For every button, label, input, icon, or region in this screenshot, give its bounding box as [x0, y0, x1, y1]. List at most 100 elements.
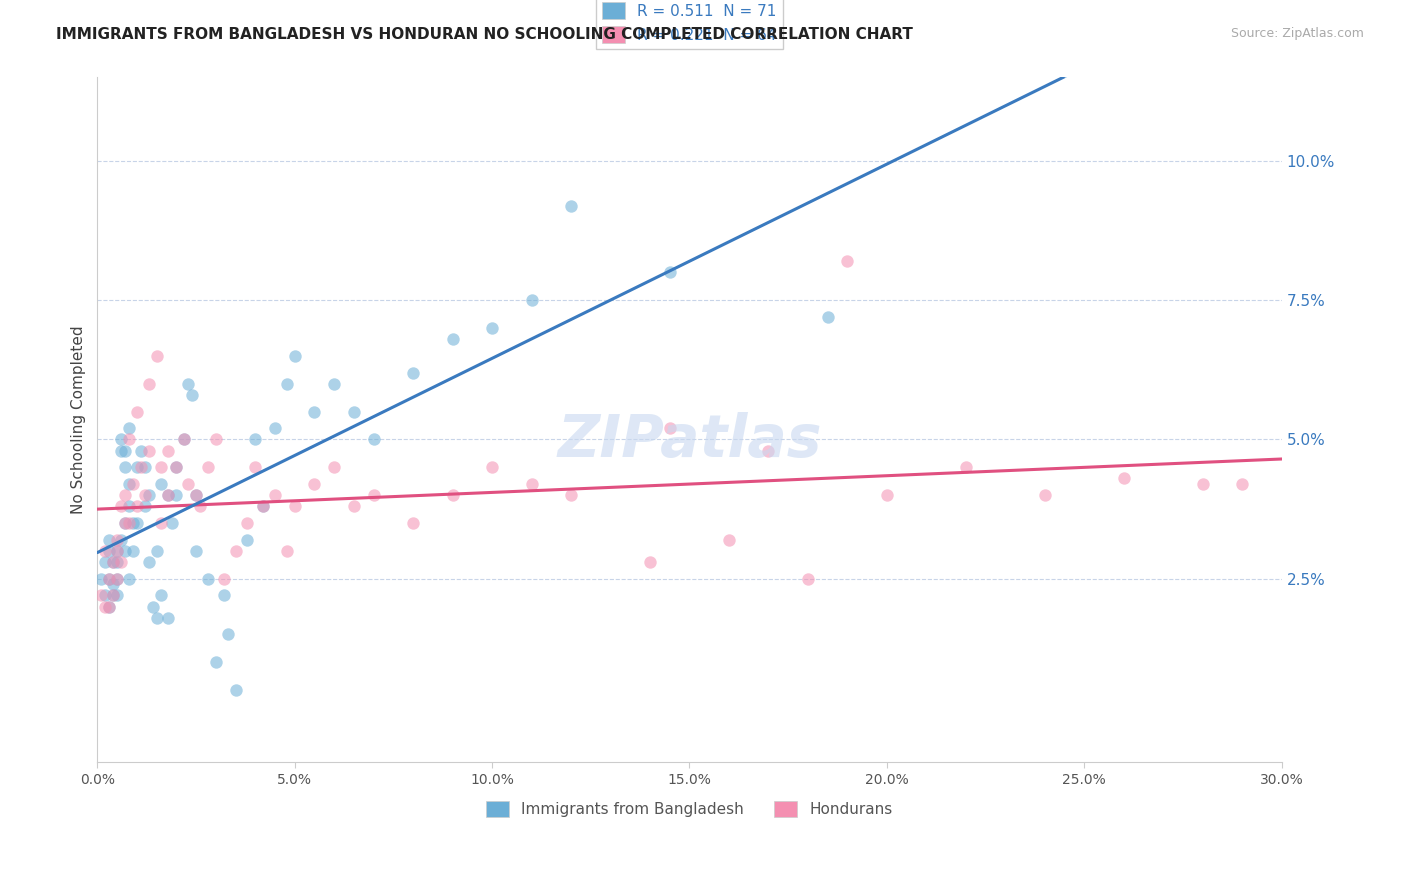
Point [122, 477, 145, 491]
Point [149, 460, 172, 475]
Point [105, 572, 128, 586]
Point [177, 376, 200, 391]
Point [149, 588, 172, 602]
Point [101, 555, 124, 569]
Text: Source: ZipAtlas.com: Source: ZipAtlas.com [1230, 27, 1364, 40]
Point [441, 488, 464, 502]
Point [134, 500, 156, 514]
Point [149, 477, 172, 491]
Point [157, 443, 180, 458]
Legend: Immigrants from Bangladesh, Hondurans: Immigrants from Bangladesh, Hondurans [479, 795, 898, 823]
Point [125, 500, 148, 514]
Point [101, 577, 124, 591]
Point [98, 572, 121, 586]
Point [165, 488, 187, 502]
Point [402, 516, 425, 530]
Point [212, 588, 235, 602]
Point [105, 533, 128, 547]
Point [114, 544, 136, 558]
Point [276, 376, 298, 391]
Point [101, 588, 124, 602]
Point [658, 421, 681, 435]
Point [245, 460, 267, 475]
Point [717, 533, 740, 547]
Text: IMMIGRANTS FROM BANGLADESH VS HONDURAN NO SCHOOLING COMPLETED CORRELATION CHART: IMMIGRANTS FROM BANGLADESH VS HONDURAN N… [56, 27, 912, 42]
Point [94, 544, 117, 558]
Point [138, 376, 160, 391]
Point [90, 572, 112, 586]
Point [177, 477, 200, 491]
Point [110, 433, 132, 447]
Point [145, 610, 167, 624]
Point [481, 460, 503, 475]
Point [797, 572, 820, 586]
Point [98, 544, 121, 558]
Point [114, 488, 136, 502]
Point [110, 555, 132, 569]
Point [138, 488, 160, 502]
Point [105, 588, 128, 602]
Point [184, 544, 207, 558]
Point [264, 488, 287, 502]
Y-axis label: No Schooling Completed: No Schooling Completed [72, 326, 86, 515]
Point [94, 588, 117, 602]
Point [1033, 488, 1056, 502]
Point [520, 293, 543, 308]
Point [118, 477, 141, 491]
Point [134, 488, 156, 502]
Point [165, 460, 187, 475]
Point [90, 588, 112, 602]
Point [276, 544, 298, 558]
Point [110, 500, 132, 514]
Point [134, 460, 156, 475]
Point [98, 599, 121, 614]
Point [142, 599, 165, 614]
Point [197, 460, 219, 475]
Point [181, 388, 204, 402]
Point [1191, 477, 1213, 491]
Point [245, 433, 267, 447]
Point [101, 555, 124, 569]
Point [441, 332, 464, 346]
Point [125, 460, 148, 475]
Point [145, 544, 167, 558]
Point [236, 533, 259, 547]
Point [876, 488, 898, 502]
Point [110, 533, 132, 547]
Point [101, 588, 124, 602]
Point [157, 488, 180, 502]
Point [105, 544, 128, 558]
Point [138, 443, 160, 458]
Point [173, 433, 195, 447]
Point [560, 198, 582, 212]
Point [817, 310, 839, 324]
Point [184, 488, 207, 502]
Point [252, 500, 274, 514]
Point [955, 460, 977, 475]
Point [118, 433, 141, 447]
Point [105, 572, 128, 586]
Point [363, 433, 385, 447]
Point [157, 488, 180, 502]
Point [188, 500, 211, 514]
Point [1112, 471, 1135, 485]
Point [343, 404, 366, 418]
Point [94, 555, 117, 569]
Point [252, 500, 274, 514]
Point [284, 349, 307, 363]
Point [837, 254, 859, 268]
Point [343, 500, 366, 514]
Point [236, 516, 259, 530]
Point [304, 404, 326, 418]
Point [162, 516, 184, 530]
Point [125, 516, 148, 530]
Point [145, 349, 167, 363]
Point [98, 572, 121, 586]
Point [204, 433, 226, 447]
Point [114, 516, 136, 530]
Point [118, 572, 141, 586]
Point [481, 321, 503, 335]
Point [323, 376, 346, 391]
Point [560, 488, 582, 502]
Text: ZIPatlas: ZIPatlas [557, 412, 821, 469]
